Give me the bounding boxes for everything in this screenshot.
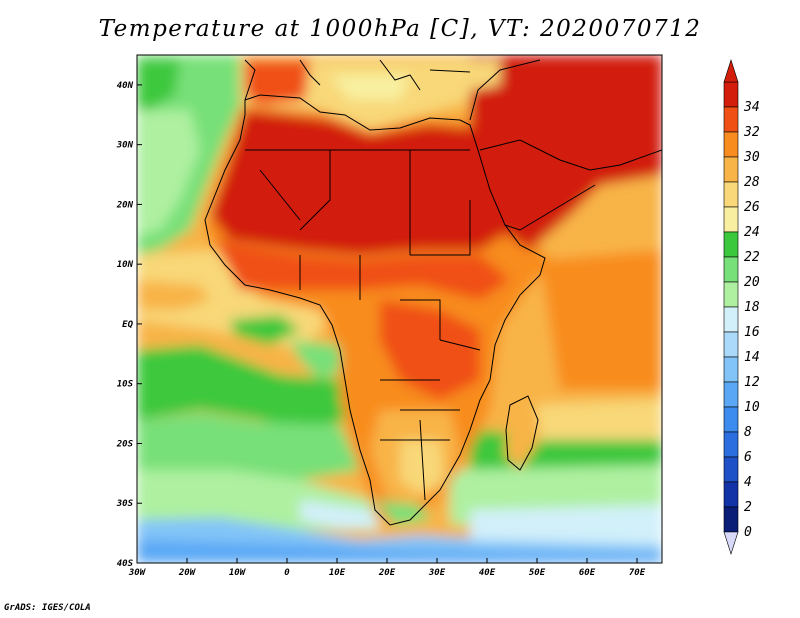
colorbar-swatch: [723, 431, 739, 458]
colorbar-label: 28: [744, 175, 760, 190]
y-tick-label: 10S: [117, 380, 134, 390]
map-title: Temperature at 1000hPa [C], VT: 20200707…: [98, 16, 702, 42]
colorbar-swatch: [723, 506, 739, 533]
colorbar-swatch: [723, 331, 739, 358]
colorbar-swatch: [723, 181, 739, 208]
x-tick-label: 70E: [629, 568, 646, 578]
colorbar-swatch: [723, 106, 739, 133]
temperature-field: [137, 55, 662, 563]
x-tick-label: 40E: [479, 568, 496, 578]
colorbar-swatch: [723, 81, 739, 108]
colorbar-label: 14: [744, 350, 760, 365]
colorbar-swatch: [723, 131, 739, 158]
x-tick-label: 20E: [378, 568, 396, 578]
x-tick-label: 20W: [178, 568, 197, 578]
colorbar-label: 8: [744, 425, 752, 440]
coastlines: [204, 59, 662, 526]
colorbar-swatch: [723, 381, 739, 408]
colorbar-swatch: [723, 456, 739, 483]
colorbar-swatch: [723, 406, 739, 433]
colorbar-label: 32: [743, 125, 760, 140]
colorbar-label: 12: [744, 375, 760, 390]
x-axis-ticks: 30W 20W 10W 0 10E 20E 30E 40E 50E 60E 70E: [128, 558, 646, 578]
y-tick-label: EQ: [122, 320, 133, 330]
y-tick-label: 40N: [117, 81, 134, 91]
colorbar-swatch: [723, 356, 739, 383]
x-tick-label: 30W: [128, 568, 147, 578]
colorbar-label: 34: [743, 100, 760, 115]
colorbar-label: 26: [744, 200, 760, 215]
y-axis-ticks: 40S 30S 20S 10S EQ 10N 20N 30N 40N: [116, 81, 142, 569]
colorbar-label: 2: [744, 500, 752, 515]
y-tick-label: 20N: [116, 200, 134, 210]
y-tick-label: 10N: [117, 260, 134, 270]
colorbar-min-arrow: [723, 531, 739, 555]
x-tick-label: 10W: [229, 568, 247, 578]
colorbar-swatch: [723, 281, 739, 308]
y-tick-label: 30S: [116, 499, 134, 509]
colorbar-label: 4: [744, 475, 752, 490]
colorbar-label: 6: [744, 450, 752, 465]
x-tick-label: 30E: [428, 568, 446, 578]
colorbar-label: 20: [744, 275, 760, 290]
colorbar-swatch: [723, 256, 739, 283]
y-tick-label: 20S: [116, 439, 134, 449]
colorbar-swatch: [723, 206, 739, 233]
colorbar-swatch: [723, 231, 739, 258]
colorbar-label: 22: [744, 250, 760, 265]
y-tick-label: 30N: [116, 141, 134, 151]
colorbar-swatch: [723, 481, 739, 508]
colorbar-max-arrow: [723, 59, 739, 83]
x-tick-label: 10E: [329, 568, 346, 578]
colorbar-swatch: [723, 156, 739, 183]
x-tick-label: 0: [284, 568, 290, 578]
y-tick-label: 40S: [117, 559, 134, 569]
map-frame: [136, 54, 663, 564]
colorbar-label: 24: [744, 225, 760, 240]
x-tick-label: 60E: [579, 568, 596, 578]
colorbar-label: 16: [744, 325, 760, 340]
colorbar-label: 30: [743, 150, 760, 165]
grads-credit: GrADS: IGES/COLA: [4, 603, 91, 613]
colorbar-label: 0: [744, 525, 752, 540]
colorbar-label: 10: [744, 400, 760, 415]
x-tick-label: 50E: [529, 568, 546, 578]
colorbar-label: 18: [744, 300, 760, 315]
colorbar-swatch: [723, 306, 739, 333]
